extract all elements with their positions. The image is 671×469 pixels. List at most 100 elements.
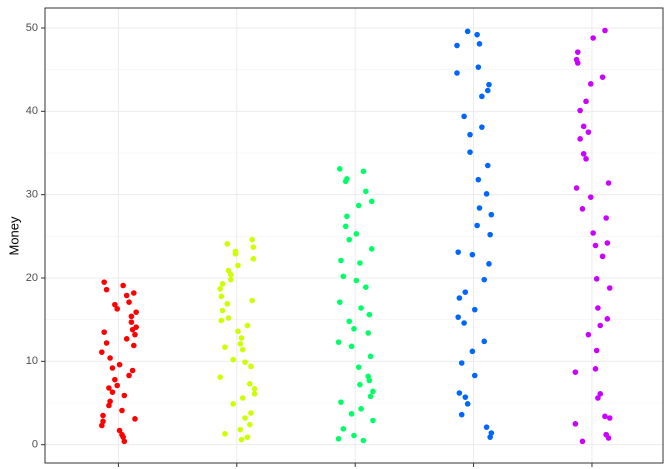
point [249,236,255,243]
point [585,129,592,135]
point [336,299,343,305]
point [219,307,226,314]
point [469,251,476,258]
point [366,377,373,384]
point [116,361,123,368]
point [602,27,608,34]
point [346,236,353,243]
point [483,424,490,430]
point [587,81,594,87]
point [484,87,491,94]
point [355,202,362,209]
point [469,348,476,355]
point [225,315,232,321]
point [587,194,594,200]
point [133,309,139,315]
point [475,176,482,183]
point [606,285,613,291]
point [112,301,118,308]
point [590,35,596,41]
point [585,331,592,338]
point [242,415,248,421]
point [462,394,469,400]
point [244,434,251,440]
point [471,306,478,313]
point [116,427,123,434]
point [479,93,485,100]
y-axis-label: Money [6,216,21,256]
point [249,297,255,304]
point [599,253,606,260]
point [107,398,113,405]
point [366,311,373,318]
point [474,222,480,229]
point [344,213,350,220]
point [242,359,248,365]
point [228,276,234,283]
point [476,41,483,47]
point [342,223,349,230]
point [235,328,241,335]
point [237,426,244,433]
panel-border [44,7,664,464]
point [224,241,231,247]
point [114,382,121,389]
point [109,389,116,395]
point [358,305,364,311]
point [606,415,613,421]
point [348,343,355,350]
point [247,381,253,387]
point [344,176,350,182]
point [237,341,244,347]
point [239,346,246,353]
point [370,417,376,424]
point [455,314,461,320]
point [577,136,583,142]
point [112,376,118,383]
point [599,74,606,80]
point [250,256,257,262]
point [217,374,224,380]
point [353,231,360,237]
point [464,28,471,35]
point [109,365,116,371]
point [120,434,126,440]
point [130,290,137,296]
point [247,421,253,428]
point [595,305,601,311]
point [467,149,473,155]
point [103,286,110,293]
point [574,49,581,55]
point [458,360,465,366]
point [244,322,251,329]
point [228,271,234,278]
point [580,151,587,157]
point [340,273,347,280]
point [225,267,232,274]
point [123,336,130,342]
point [217,286,224,292]
point [603,215,609,221]
y-tick-label: 20 [26,272,38,284]
point [251,386,258,392]
point [488,211,495,218]
point [128,313,135,320]
point [335,436,342,442]
point [593,276,600,282]
point [238,335,245,341]
point [103,340,110,346]
point [367,393,374,400]
point [126,299,132,305]
point [363,188,369,195]
point [579,206,586,212]
point [218,293,225,300]
point [604,240,611,246]
point [481,338,488,345]
point [238,436,245,443]
point [239,395,246,401]
point [336,166,343,172]
point [368,198,375,205]
point [597,391,604,397]
y-tick-label: 40 [26,105,38,117]
